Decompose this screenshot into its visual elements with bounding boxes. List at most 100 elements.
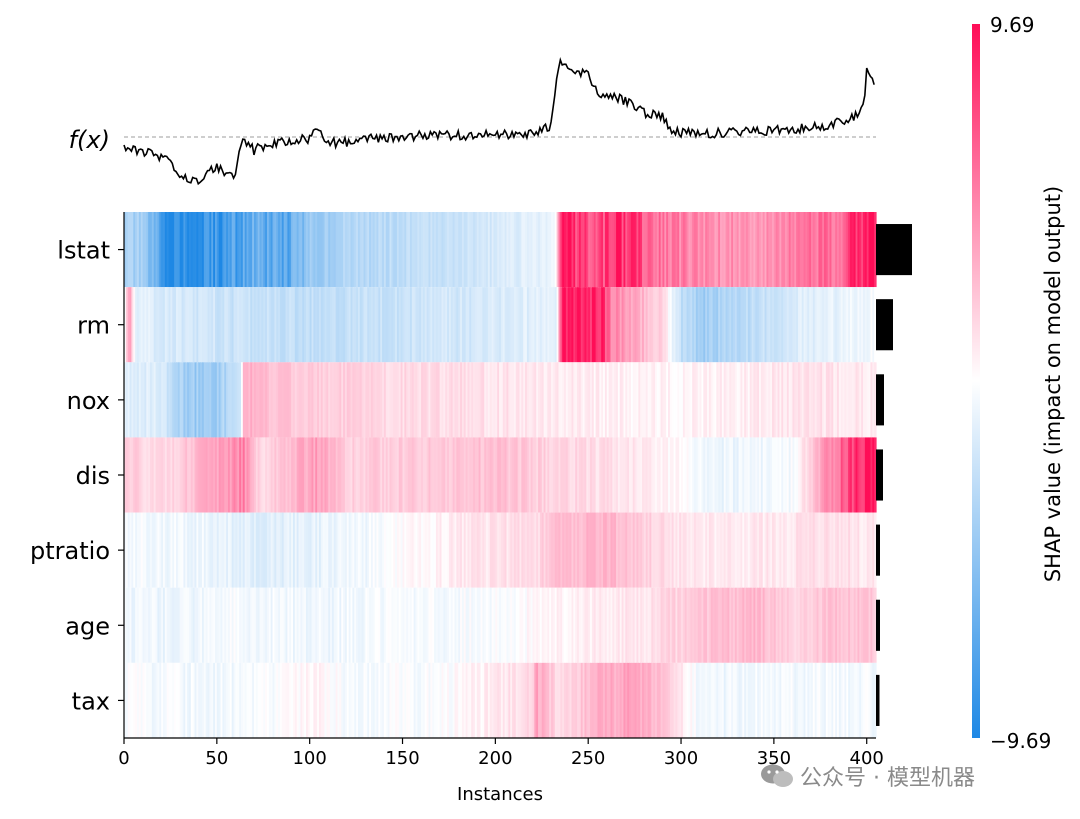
- heatmap-cell: [185, 437, 188, 513]
- colorbar-min-label: −9.69: [990, 729, 1051, 753]
- heatmap-cell: [562, 212, 565, 288]
- heatmap-cell: [233, 512, 237, 588]
- heatmap-cell: [129, 287, 133, 363]
- heatmap-cell: [302, 212, 305, 288]
- heatmap-cell: [705, 362, 708, 438]
- heatmap-cell: [825, 512, 829, 588]
- heatmap-cell: [686, 437, 690, 513]
- heatmap-cell: [300, 587, 303, 663]
- heatmap-cell: [562, 512, 565, 588]
- heatmap-cell: [569, 287, 573, 363]
- heatmap-cell: [324, 362, 327, 438]
- heatmap-cell: [684, 437, 688, 513]
- heatmap-cell: [185, 287, 188, 363]
- heatmap-cells: [124, 212, 877, 738]
- heatmap-cell: [382, 587, 385, 663]
- heatmap-cell: [460, 212, 463, 288]
- heatmap-cell: [159, 662, 162, 738]
- heatmap-cell: [541, 287, 545, 363]
- heatmap-cell: [682, 362, 686, 438]
- heatmap-cell: [172, 287, 175, 363]
- heatmap-cell: [124, 362, 127, 438]
- heatmap-cell: [450, 362, 454, 438]
- heatmap-cell: [792, 662, 795, 738]
- heatmap-cell: [521, 512, 524, 588]
- heatmap-cell: [521, 437, 524, 513]
- heatmap-cell: [762, 587, 766, 663]
- heatmap-cell: [762, 512, 766, 588]
- heatmap-cell: [255, 287, 259, 363]
- heatmap-cell: [863, 512, 866, 588]
- heatmap-cell: [148, 287, 151, 363]
- heatmap-cell: [668, 587, 671, 663]
- heatmap-cell: [424, 362, 428, 438]
- heatmap-cell: [643, 437, 647, 513]
- heatmap-cell: [523, 662, 526, 738]
- heatmap-cell: [695, 587, 699, 663]
- heatmap-cell: [482, 662, 485, 738]
- importance-bar-lstat: [876, 224, 912, 276]
- heatmap-cell: [833, 212, 836, 288]
- heatmap-cell: [450, 512, 454, 588]
- heatmap-cell: [586, 587, 589, 663]
- heatmap-cell: [153, 587, 157, 663]
- heatmap-cell: [350, 362, 353, 438]
- heatmap-cell: [218, 512, 222, 588]
- heatmap-cell: [484, 587, 487, 663]
- heatmap-cell: [192, 362, 196, 438]
- heatmap-cell: [629, 512, 632, 588]
- heatmap-cell: [248, 437, 251, 513]
- heatmap-cell: [456, 362, 459, 438]
- heatmap-cell: [474, 587, 478, 663]
- heatmap-cell: [259, 587, 263, 663]
- heatmap-cell: [448, 437, 452, 513]
- heatmap-cell: [148, 587, 151, 663]
- heatmap-cell: [266, 662, 270, 738]
- heatmap-cell: [812, 587, 816, 663]
- heatmap-cell: [237, 587, 240, 663]
- heatmap-cell: [486, 212, 489, 288]
- heatmap-cell: [773, 662, 777, 738]
- heatmap-cell: [534, 662, 537, 738]
- heatmap-cell: [775, 512, 779, 588]
- heatmap-cell: [786, 362, 790, 438]
- heatmap-cell: [268, 587, 272, 663]
- heatmap-cell: [341, 362, 344, 438]
- heatmap-cell: [502, 287, 506, 363]
- heatmap-cell: [318, 437, 322, 513]
- heatmap-cell: [489, 212, 493, 288]
- heatmap-cell: [194, 287, 198, 363]
- heatmap-cell: [534, 287, 537, 363]
- heatmap-cell: [478, 437, 482, 513]
- heatmap-cell: [590, 287, 593, 363]
- heatmap-cell: [469, 362, 472, 438]
- heatmap-cell: [541, 587, 545, 663]
- heatmap-cell: [469, 512, 472, 588]
- heatmap-cell: [265, 587, 268, 663]
- heatmap-cell: [285, 287, 288, 363]
- heatmap-cell: [213, 512, 216, 588]
- heatmap-cell: [146, 287, 149, 363]
- heatmap-cell: [647, 287, 651, 363]
- heatmap-cell: [354, 437, 357, 513]
- heatmap-cell: [818, 437, 821, 513]
- heatmap-cell: [339, 587, 342, 663]
- heatmap-cell: [140, 437, 144, 513]
- heatmap-cell: [519, 512, 522, 588]
- heatmap-cell: [746, 212, 749, 288]
- heatmap-cell: [591, 587, 595, 663]
- heatmap-cell: [512, 587, 515, 663]
- heatmap-cell: [404, 662, 407, 738]
- heatmap-cell: [731, 362, 734, 438]
- heatmap-cell: [824, 587, 827, 663]
- heatmap-cell: [616, 287, 619, 363]
- heatmap-cell: [781, 362, 784, 438]
- heatmap-cell: [331, 587, 335, 663]
- heatmap-cell: [374, 437, 378, 513]
- heatmap-cell: [357, 212, 361, 288]
- heatmap-cell: [515, 512, 519, 588]
- heatmap-cell: [597, 662, 600, 738]
- heatmap-cell: [636, 587, 639, 663]
- heatmap-cell: [385, 362, 389, 438]
- heatmap-cell: [220, 362, 224, 438]
